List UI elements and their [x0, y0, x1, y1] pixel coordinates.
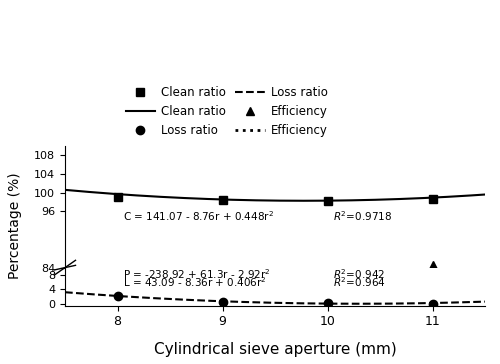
- Text: P = -238.92 + 61.3r - 2.92r$^2$: P = -238.92 + 61.3r - 2.92r$^2$: [123, 268, 270, 281]
- Text: C = 141.07 - 8.76r + 0.448r$^2$: C = 141.07 - 8.76r + 0.448r$^2$: [123, 209, 274, 223]
- Text: $R^2$=0.964: $R^2$=0.964: [333, 275, 386, 289]
- Text: $R^2$=0.942: $R^2$=0.942: [333, 268, 385, 281]
- Text: $R^2$=0.9718: $R^2$=0.9718: [333, 209, 392, 223]
- Text: Cylindrical sieve aperture (mm): Cylindrical sieve aperture (mm): [154, 342, 396, 357]
- Legend: Clean ratio, Clean ratio, Loss ratio, Loss ratio, Efficiency, Efficiency: Clean ratio, Clean ratio, Loss ratio, Lo…: [126, 87, 328, 137]
- Text: L = 43.09 - 8.36r + 0.406r$^2$: L = 43.09 - 8.36r + 0.406r$^2$: [123, 275, 266, 289]
- Text: Percentage (%): Percentage (%): [8, 173, 22, 279]
